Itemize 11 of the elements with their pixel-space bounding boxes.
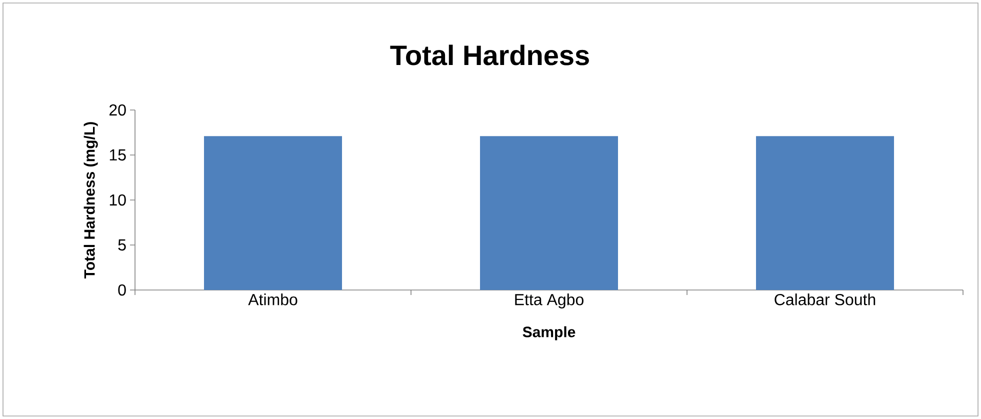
y-tick-label: 5 (118, 239, 126, 251)
x-tick-label: Atimbo (248, 294, 298, 306)
x-tick-label: Etta Agbo (515, 294, 584, 308)
y-tick-label: 15 (110, 149, 126, 161)
y-axis-title: Total Hardness (mg/L) (84, 122, 98, 278)
x-axis-title: Sample (522, 326, 576, 340)
y-tick-label: 10 (110, 194, 126, 206)
y-tick-label: 0 (118, 284, 126, 296)
chart-title: Total Hardness (390, 44, 589, 66)
y-tick-label: 20 (110, 104, 126, 116)
x-tick-label: Calabar South (774, 294, 876, 306)
